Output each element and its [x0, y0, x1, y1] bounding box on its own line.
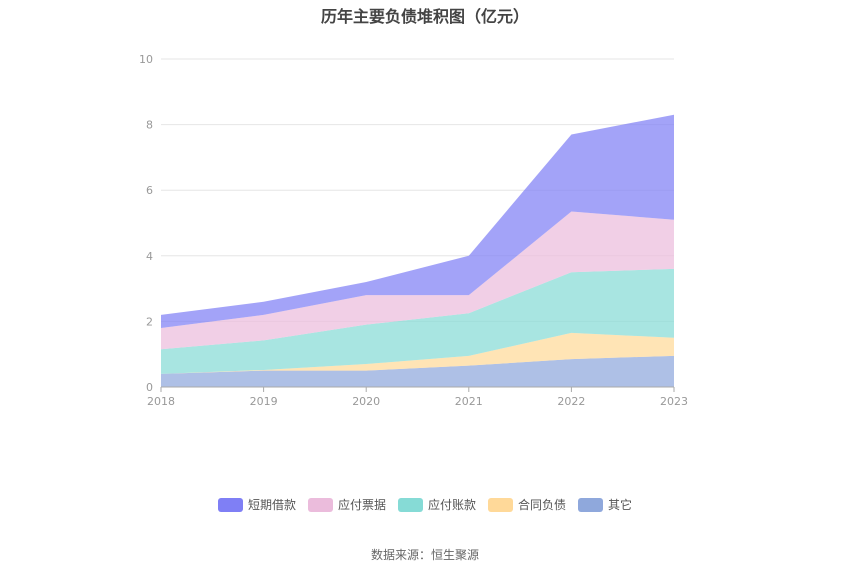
y-tick-label: 4 — [146, 250, 153, 263]
legend-swatch — [578, 497, 604, 512]
legend-swatch — [397, 497, 423, 512]
area-series — [161, 114, 674, 328]
legend: 短期借款 应付票据 应付账款 合同负债 其它 — [0, 496, 850, 513]
legend-label: 合同负债 — [518, 498, 567, 512]
x-tick-label: 2018 — [147, 395, 175, 408]
chart-title: 历年主要负债堆积图（亿元） — [320, 7, 529, 26]
area-series — [161, 211, 674, 350]
y-tick-label: 0 — [146, 381, 153, 394]
y-tick-label: 6 — [146, 184, 153, 197]
stacked-area-chart: 0 2 4 6 8 10 2018 2019 2020 2021 2022 2023 — [139, 53, 688, 408]
legend-label: 短期借款 — [247, 498, 296, 512]
x-tick-label: 2021 — [455, 395, 483, 408]
area-series — [161, 332, 674, 374]
x-tick-label: 2023 — [660, 395, 688, 408]
legend-swatch — [307, 497, 333, 512]
legend-item[interactable]: 应付账款 — [397, 496, 476, 513]
y-tick-label: 2 — [146, 315, 153, 328]
legend-label: 应付票据 — [337, 498, 386, 512]
legend-label: 其它 — [608, 498, 633, 512]
x-tick-label: 2020 — [352, 395, 380, 408]
legend-item[interactable]: 短期借款 — [217, 496, 296, 513]
legend-swatch — [217, 497, 243, 512]
legend-item[interactable]: 应付票据 — [307, 496, 386, 513]
data-source: 数据来源：恒生聚源 — [370, 548, 479, 562]
y-tick-label: 8 — [146, 119, 153, 132]
y-tick-label: 10 — [139, 53, 153, 66]
legend-item[interactable]: 合同负债 — [488, 496, 566, 513]
legend-item[interactable]: 其它 — [578, 496, 632, 513]
area-series — [161, 355, 674, 387]
x-tick-label: 2019 — [250, 395, 278, 408]
legend-label: 应付账款 — [427, 498, 476, 512]
area-series — [161, 268, 674, 374]
legend-swatch — [488, 497, 513, 512]
x-tick-label: 2022 — [557, 395, 585, 408]
